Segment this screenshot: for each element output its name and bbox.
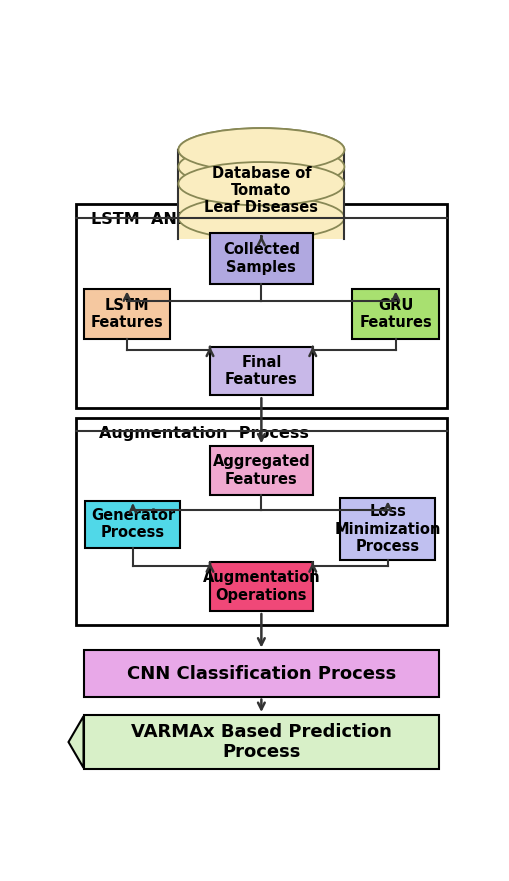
Text: Database of
Tomato
Leaf Diseases: Database of Tomato Leaf Diseases — [204, 166, 318, 216]
FancyBboxPatch shape — [83, 714, 438, 769]
Text: Augmentation  Process: Augmentation Process — [99, 426, 308, 440]
Text: Generator
Process: Generator Process — [91, 508, 175, 540]
Bar — [75, 204, 446, 408]
Ellipse shape — [178, 145, 344, 189]
Ellipse shape — [178, 162, 344, 205]
Ellipse shape — [178, 128, 344, 172]
FancyBboxPatch shape — [210, 346, 312, 396]
Text: Loss
Minimization
Process: Loss Minimization Process — [334, 504, 440, 554]
Text: LSTM  AND GRU  Process: LSTM AND GRU Process — [91, 212, 316, 227]
Text: Augmentation
Operations: Augmentation Operations — [202, 571, 320, 603]
Text: VARMAx Based Prediction
Process: VARMAx Based Prediction Process — [131, 722, 391, 761]
Text: Aggregated
Features: Aggregated Features — [212, 455, 309, 487]
FancyBboxPatch shape — [210, 447, 312, 495]
FancyBboxPatch shape — [83, 650, 438, 697]
Text: CNN Classification Process: CNN Classification Process — [127, 664, 395, 683]
FancyBboxPatch shape — [83, 289, 170, 339]
Text: LSTM
Features: LSTM Features — [91, 298, 163, 330]
Bar — [178, 150, 344, 240]
Text: Final
Features: Final Features — [224, 355, 297, 387]
Ellipse shape — [178, 128, 344, 172]
Bar — [75, 418, 446, 625]
Text: Collected
Samples: Collected Samples — [222, 242, 299, 275]
FancyBboxPatch shape — [210, 233, 312, 284]
FancyBboxPatch shape — [210, 562, 312, 611]
FancyBboxPatch shape — [340, 499, 435, 559]
FancyBboxPatch shape — [352, 289, 438, 339]
Text: GRU
Features: GRU Features — [359, 298, 431, 330]
FancyBboxPatch shape — [86, 500, 180, 548]
Ellipse shape — [178, 196, 344, 240]
Polygon shape — [68, 716, 83, 768]
